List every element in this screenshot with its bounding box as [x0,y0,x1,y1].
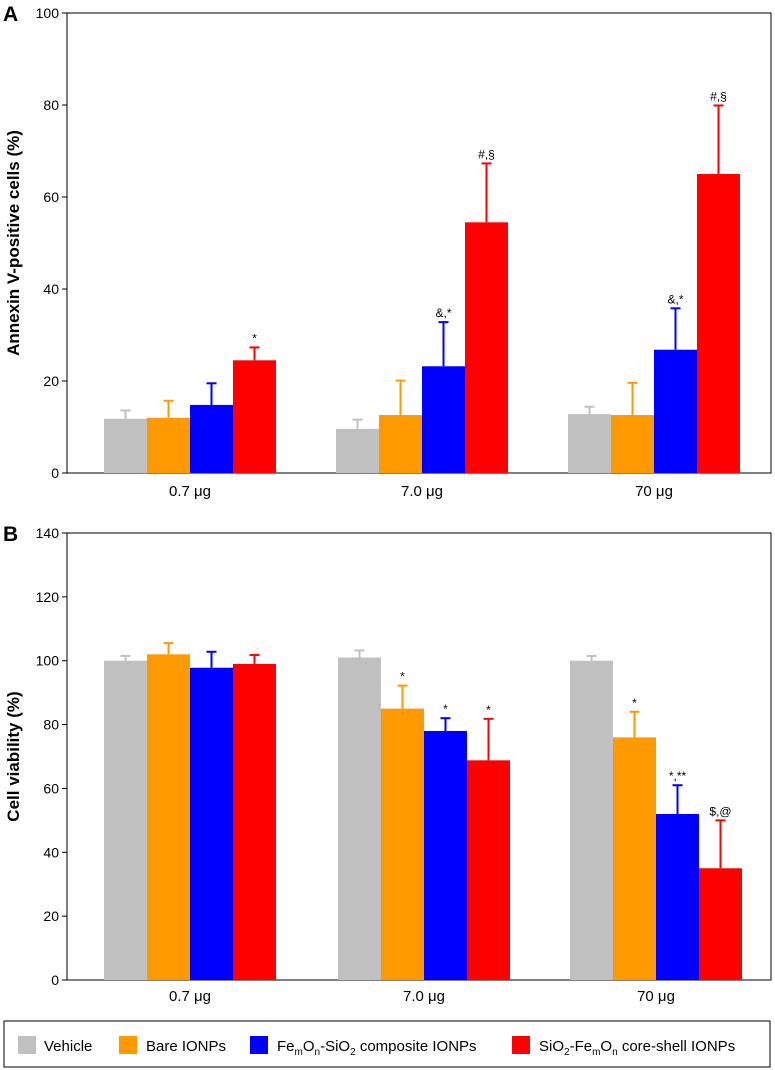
y-tick-label: 80 [43,97,59,113]
bar-vehicle [104,418,147,473]
significance-label: &,* [435,306,451,320]
x-category-label: 70 μg [635,483,673,500]
bar-composite [654,349,697,473]
y-tick-label: 20 [43,373,59,389]
bar-vehicle [570,660,613,980]
bar-coreshell [233,360,276,473]
significance-label: #,§ [478,147,495,161]
bar-vehicle [104,660,147,980]
legend-label-coreshell: SiO2-FemOn core-shell IONPs [539,1038,735,1058]
bar-composite [422,366,465,473]
x-category-label: 0.7 μg [169,988,211,1005]
legend-label-vehicle: Vehicle [44,1038,92,1055]
bar-bare [379,415,422,473]
legend-swatch-vehicle [18,1036,36,1054]
significance-label: #,§ [710,89,727,103]
legend-swatch-composite [250,1036,268,1054]
bar-composite [424,730,467,980]
bar-coreshell [467,760,510,980]
legend: Vehicle Bare IONPs FemOn-SiO2 composite … [3,1020,771,1068]
bar-bare [147,417,190,473]
bar-vehicle [568,414,611,473]
bar-bare [611,415,654,473]
panel-letter: A [3,3,18,26]
y-tick-label: 100 [36,653,60,669]
y-tick-label: 40 [43,281,59,297]
significance-label: * [632,696,637,710]
bar-coreshell [699,868,742,980]
significance-label: &,* [667,292,683,306]
bar-coreshell [697,174,740,473]
significance-label: * [443,702,448,716]
x-category-label: 70 μg [637,988,675,1005]
panel-a: A 0 20 40 60 80 100 Annexin V-positive cells (%… [3,3,772,500]
significance-label: * [400,670,405,684]
legend-frame [3,1020,771,1068]
bar-vehicle [338,657,381,980]
bar-coreshell [233,663,276,980]
bar-composite [190,667,233,980]
bar-composite [190,404,233,473]
x-category-label: 7.0 μg [403,988,445,1005]
panel-letter: B [3,523,18,546]
y-tick-label: 120 [36,589,60,605]
y-axis-title: Annexin V-positive cells (%) [4,130,23,356]
bar-coreshell [465,222,508,473]
y-tick-label: 60 [43,189,59,205]
panel-b: B 0 20 40 60 80 100 120 140 Cell viability (%) 0.7… [3,523,772,1005]
y-tick-label: 140 [36,525,60,541]
y-tick-label: 40 [43,844,59,860]
bar-composite [656,813,699,980]
bar-vehicle [336,428,379,473]
legend-label-composite: FemOn-SiO2 composite IONPs [277,1038,477,1058]
x-category-label: 0.7 μg [169,483,211,500]
significance-label: $,@ [709,804,731,818]
legend-swatch-bare [119,1036,137,1054]
significance-label: *,** [669,769,687,783]
bar-bare [613,737,656,980]
legend-swatch-coreshell [512,1036,530,1054]
y-axis-title: Cell viability (%) [4,691,23,821]
significance-label: * [252,331,257,345]
bar-bare [381,708,424,980]
legend-label-bare: Bare IONPs [146,1038,226,1055]
significance-label: * [486,703,491,717]
y-tick-label: 60 [43,780,59,796]
y-tick-label: 0 [51,465,59,481]
y-tick-label: 20 [43,908,59,924]
y-tick-label: 0 [51,972,59,988]
bar-bare [147,654,190,980]
y-tick-label: 100 [36,5,60,21]
x-category-label: 7.0 μg [401,483,443,500]
y-tick-label: 80 [43,717,59,733]
